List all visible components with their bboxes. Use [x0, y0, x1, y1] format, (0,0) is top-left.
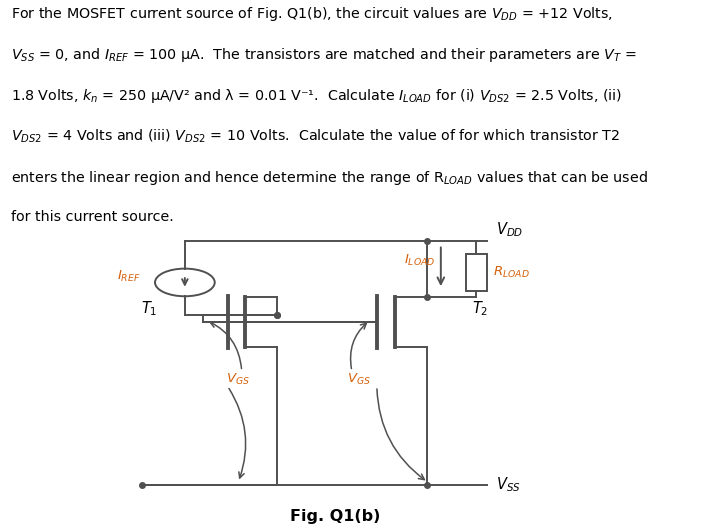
Text: $\mathit{I}_{LOAD}$: $\mathit{I}_{LOAD}$	[404, 253, 435, 268]
Text: $T_1$: $T_1$	[141, 299, 158, 318]
Bar	[466, 254, 487, 290]
Text: For the MOSFET current source of Fig. Q1(b), the circuit values are $\mathit{V}_: For the MOSFET current source of Fig. Q1…	[11, 5, 612, 23]
Text: 1.8 Volts, $\mathit{k}_n$ = 250 μA/V² and λ = 0.01 V⁻¹.  Calculate $\mathit{I}_{: 1.8 Volts, $\mathit{k}_n$ = 250 μA/V² an…	[11, 87, 621, 105]
Text: $\mathit{I}_{REF}$: $\mathit{I}_{REF}$	[117, 269, 141, 284]
Text: $R_{LOAD}$: $R_{LOAD}$	[493, 265, 530, 280]
Text: $\mathit{V}_{DS2}$ = 4 Volts and (iii) $\mathit{V}_{DS2}$ = 10 Volts.  Calculate: $\mathit{V}_{DS2}$ = 4 Volts and (iii) $…	[11, 128, 620, 145]
Text: for this current source.: for this current source.	[11, 210, 173, 224]
Text: $T_2$: $T_2$	[472, 299, 488, 318]
Text: $V_{DD}$: $V_{DD}$	[496, 220, 523, 238]
Text: Fig. Q1(b): Fig. Q1(b)	[290, 509, 381, 524]
Text: $\mathit{V}_{GS}$: $\mathit{V}_{GS}$	[347, 372, 371, 387]
Text: $\mathit{V}_{SS}$ = 0, and $\mathit{I}_{REF}$ = 100 μA.  The transistors are mat: $\mathit{V}_{SS}$ = 0, and $\mathit{I}_{…	[11, 46, 636, 64]
Text: $V_{SS}$: $V_{SS}$	[496, 476, 520, 494]
Text: enters the linear region and hence determine the range of R$_{LOAD}$ values that: enters the linear region and hence deter…	[11, 169, 648, 187]
Text: $\mathit{V}_{GS}$: $\mathit{V}_{GS}$	[226, 372, 250, 387]
